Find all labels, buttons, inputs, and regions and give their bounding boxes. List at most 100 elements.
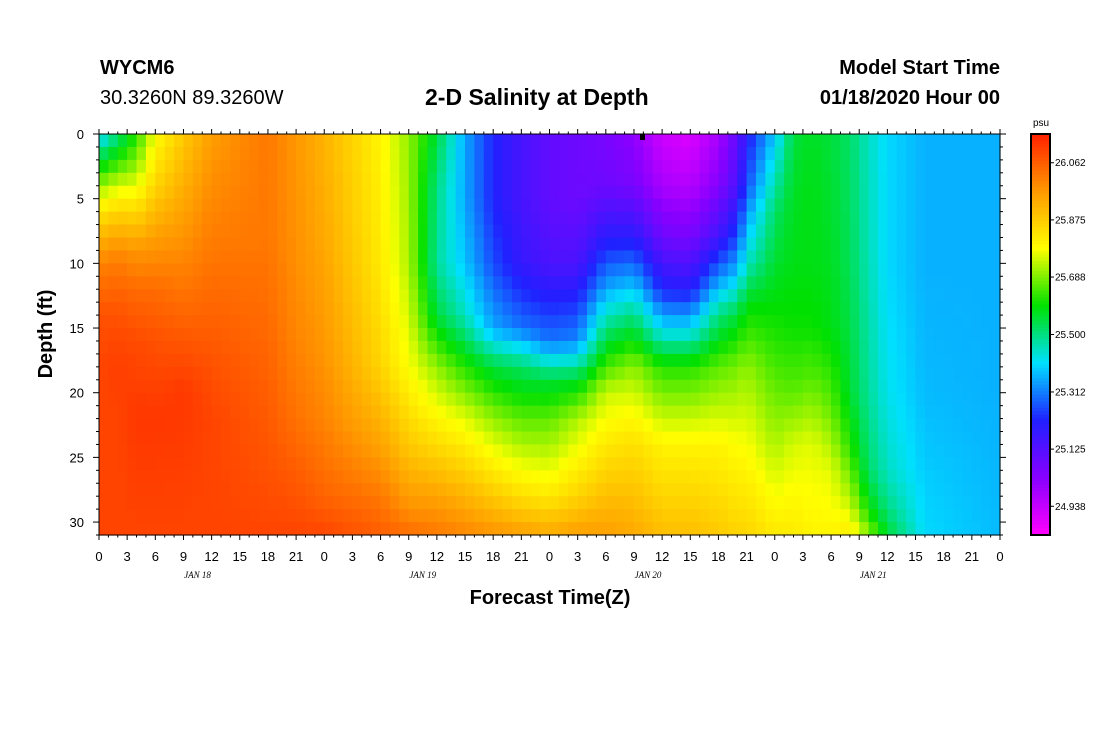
heatmap-cell <box>577 470 588 484</box>
heatmap-cell <box>737 276 748 290</box>
heatmap-cell <box>380 185 391 200</box>
colorbar-tick-label: 26.062 <box>1055 158 1086 169</box>
colorbar-segment <box>1031 214 1050 219</box>
heatmap-cell <box>221 470 231 484</box>
heatmap-cell <box>352 522 363 536</box>
heatmap-cell <box>174 289 185 303</box>
heatmap-cell <box>812 405 823 420</box>
heatmap-cell <box>633 431 644 446</box>
heatmap-cell <box>380 134 391 148</box>
heatmap-cell <box>981 418 992 433</box>
heatmap-cell <box>361 211 372 226</box>
heatmap-cell <box>774 315 785 329</box>
heatmap-cell <box>652 405 663 420</box>
heatmap-cell <box>877 172 888 187</box>
heatmap-cell <box>493 237 504 252</box>
heatmap-cell <box>737 366 748 381</box>
heatmap-cell <box>127 431 138 446</box>
heatmap-cell <box>877 250 888 264</box>
heatmap-cell <box>258 496 269 510</box>
heatmap-cell <box>258 522 269 536</box>
heatmap-cell <box>877 263 888 277</box>
heatmap-cell <box>530 522 541 536</box>
heatmap-cell <box>530 431 541 446</box>
heatmap-cell <box>277 198 288 213</box>
heatmap-cell <box>662 392 673 407</box>
heatmap-cell <box>971 405 982 420</box>
heatmap-cell <box>249 483 260 497</box>
heatmap-cell <box>831 496 842 510</box>
heatmap-cell <box>258 392 269 407</box>
heatmap-cell <box>343 444 354 458</box>
heatmap-cell <box>934 185 945 200</box>
heatmap-cell <box>568 315 579 329</box>
heatmap-cell <box>521 159 532 174</box>
heatmap-cell <box>549 289 560 303</box>
heatmap-cell <box>774 172 785 187</box>
heatmap-cell <box>296 263 307 277</box>
colorbar-segment <box>1031 351 1050 356</box>
heatmap-cell <box>633 315 644 329</box>
heatmap-cell <box>652 379 663 394</box>
heatmap-cell <box>690 418 701 433</box>
heatmap-cell <box>568 418 579 433</box>
heatmap-cell <box>877 134 888 148</box>
heatmap-cell <box>924 366 935 381</box>
heatmap-cell <box>558 366 569 381</box>
heatmap-cell <box>887 224 898 239</box>
heatmap-cell <box>371 302 382 316</box>
heatmap-cell <box>267 470 278 484</box>
heatmap-cell <box>493 134 504 148</box>
heatmap-cell <box>127 211 138 226</box>
heatmap-cell <box>230 431 241 446</box>
colorbar-segment <box>1031 367 1050 372</box>
heatmap-cell <box>680 483 691 497</box>
heatmap-cell <box>727 198 738 213</box>
heatmap-cell <box>221 457 231 471</box>
heatmap-cell <box>643 237 654 252</box>
heatmap-cell <box>671 496 682 510</box>
heatmap-cell <box>859 431 870 446</box>
heatmap-cell <box>859 146 870 161</box>
heatmap-cell <box>727 276 738 290</box>
colorbar-segment <box>1031 194 1050 199</box>
heatmap-cell <box>915 496 926 510</box>
heatmap-cell <box>746 405 757 420</box>
heatmap-cell <box>305 276 316 290</box>
heatmap-cell <box>164 224 175 239</box>
heatmap-cell <box>587 172 598 187</box>
colorbar-segment <box>1031 471 1050 476</box>
heatmap-cell <box>737 405 748 420</box>
heatmap-cell <box>277 379 288 394</box>
heatmap-cell <box>859 444 870 458</box>
heatmap-cell <box>174 159 185 174</box>
heatmap-cell <box>802 405 813 420</box>
heatmap-cell <box>906 315 917 329</box>
heatmap-cell <box>577 496 588 510</box>
heatmap-cell <box>361 457 372 471</box>
heatmap-cell <box>727 172 738 187</box>
heatmap-cell <box>981 340 992 355</box>
heatmap-cell <box>605 263 616 277</box>
heatmap-cell <box>502 289 513 303</box>
heatmap-cell <box>249 146 260 161</box>
colorbar-segment <box>1031 157 1050 162</box>
heatmap-cell <box>399 418 410 433</box>
heatmap-cell <box>389 198 400 213</box>
heatmap-cell <box>343 483 354 497</box>
heatmap-cell <box>408 457 419 471</box>
heatmap-cell <box>755 224 766 239</box>
heatmap-cell <box>868 198 879 213</box>
heatmap-cell <box>755 159 766 174</box>
heatmap-cell <box>802 185 813 200</box>
heatmap-cell <box>361 470 372 484</box>
heatmap-cell <box>296 289 307 303</box>
heatmap-cell <box>981 328 992 342</box>
heatmap-cell <box>605 159 616 174</box>
heatmap-cell <box>502 224 513 239</box>
heatmap-cell <box>737 224 748 239</box>
heatmap-cell <box>934 263 945 277</box>
heatmap-cell <box>540 302 551 316</box>
heatmap-cell <box>465 353 476 368</box>
heatmap-cell <box>164 522 175 536</box>
